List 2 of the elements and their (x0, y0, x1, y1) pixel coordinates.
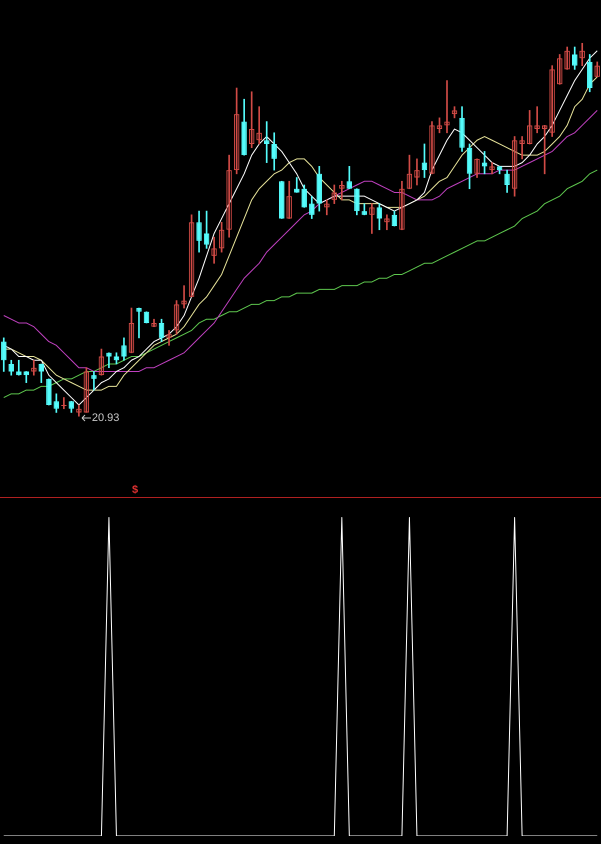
annotation: 20.93 (92, 412, 120, 424)
text: $ (132, 484, 138, 496)
